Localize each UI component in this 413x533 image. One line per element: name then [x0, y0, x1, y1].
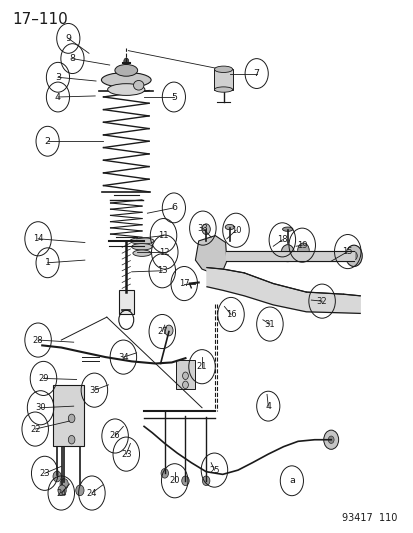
Circle shape	[76, 485, 84, 496]
Text: 15: 15	[342, 247, 352, 256]
Text: 24: 24	[86, 489, 97, 497]
Text: 25: 25	[209, 466, 219, 474]
Circle shape	[182, 381, 188, 389]
Circle shape	[280, 245, 294, 262]
Text: 9: 9	[65, 34, 71, 43]
Bar	[176, 360, 194, 389]
Circle shape	[164, 325, 173, 336]
Text: 21: 21	[196, 362, 207, 371]
Text: 24: 24	[56, 489, 66, 497]
Text: 29: 29	[38, 374, 49, 383]
Ellipse shape	[107, 84, 145, 95]
Text: 4: 4	[55, 93, 61, 101]
Circle shape	[323, 430, 338, 449]
Text: 4: 4	[265, 402, 271, 410]
Text: 22: 22	[30, 425, 40, 433]
Text: 35: 35	[89, 386, 100, 394]
Text: 8: 8	[69, 54, 75, 63]
Text: a: a	[288, 477, 294, 485]
Polygon shape	[206, 268, 359, 313]
Text: 16: 16	[225, 310, 236, 319]
Ellipse shape	[282, 227, 292, 231]
Ellipse shape	[133, 250, 151, 256]
Text: 28: 28	[33, 336, 43, 344]
Polygon shape	[195, 236, 226, 273]
Text: 10: 10	[230, 226, 241, 235]
Ellipse shape	[214, 87, 232, 92]
Text: 31: 31	[264, 320, 275, 328]
Bar	[53, 385, 84, 446]
Circle shape	[345, 245, 361, 266]
Bar	[214, 69, 232, 90]
Circle shape	[60, 479, 68, 489]
Circle shape	[181, 476, 189, 486]
Text: 18: 18	[276, 236, 287, 244]
Circle shape	[297, 243, 309, 258]
Bar	[119, 290, 133, 314]
Text: 2: 2	[45, 137, 50, 146]
Circle shape	[68, 435, 75, 444]
Circle shape	[202, 224, 210, 235]
Circle shape	[182, 372, 188, 379]
Text: 34: 34	[118, 353, 128, 361]
Text: 23: 23	[121, 450, 131, 458]
Text: 23: 23	[39, 469, 50, 478]
Circle shape	[202, 476, 209, 486]
Text: 11: 11	[158, 231, 169, 240]
Ellipse shape	[214, 66, 232, 72]
Circle shape	[58, 485, 66, 496]
Text: 27: 27	[157, 327, 167, 336]
Text: 93417  110: 93417 110	[341, 513, 396, 523]
Circle shape	[53, 471, 61, 482]
Text: 19: 19	[296, 241, 307, 249]
Text: 7: 7	[253, 69, 259, 78]
Text: 17: 17	[178, 279, 189, 288]
Circle shape	[328, 436, 333, 443]
Ellipse shape	[131, 244, 152, 250]
Circle shape	[68, 414, 75, 423]
Ellipse shape	[133, 80, 144, 90]
Ellipse shape	[225, 224, 234, 230]
Text: 13: 13	[157, 266, 167, 275]
Text: 30: 30	[35, 403, 46, 412]
Text: 5: 5	[171, 93, 176, 101]
Circle shape	[350, 252, 356, 260]
Text: 17–110: 17–110	[12, 12, 68, 27]
Text: 1: 1	[45, 259, 50, 267]
Circle shape	[123, 58, 128, 64]
Text: 12: 12	[159, 248, 170, 256]
Text: 14: 14	[33, 235, 43, 243]
Text: 6: 6	[171, 204, 176, 212]
Text: 33: 33	[197, 224, 208, 232]
Circle shape	[161, 469, 168, 478]
Text: 32: 32	[316, 297, 327, 305]
Text: 3: 3	[55, 73, 61, 82]
Text: 20: 20	[169, 477, 180, 485]
Ellipse shape	[115, 64, 137, 76]
Ellipse shape	[130, 238, 154, 244]
Text: 26: 26	[109, 432, 120, 440]
Ellipse shape	[101, 72, 151, 87]
